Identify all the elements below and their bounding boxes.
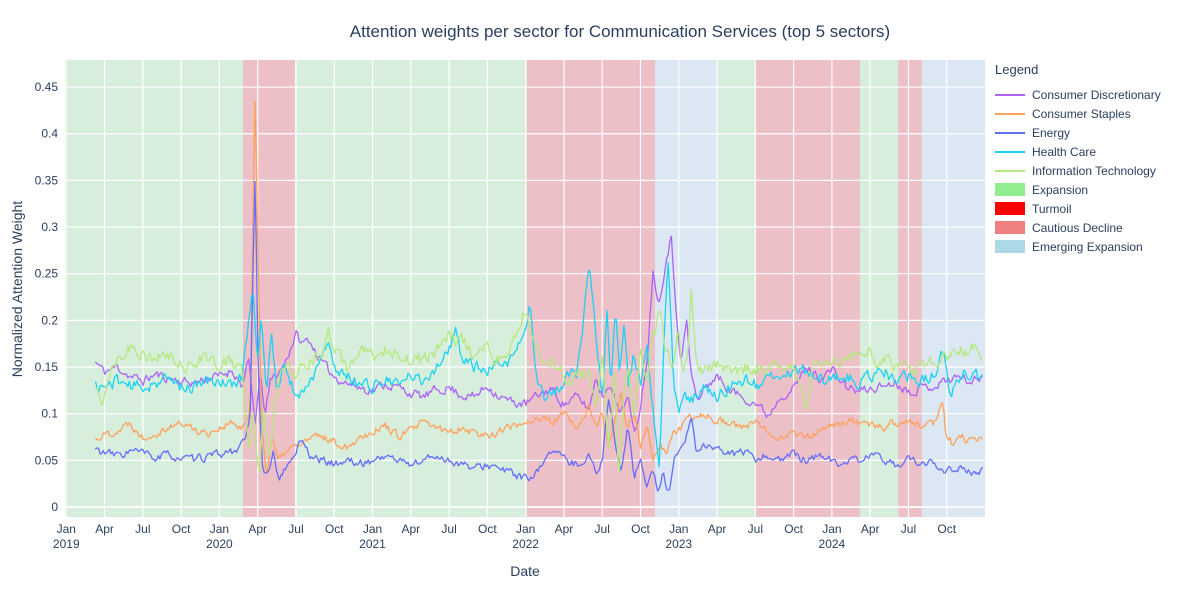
- regime-band-cautious_decline: [898, 60, 922, 517]
- legend-line-swatch: [995, 150, 1025, 153]
- x-tick-label: Jul: [135, 522, 150, 536]
- y-tick-label: 0.2: [41, 313, 58, 327]
- y-axis-title: Normalized Attention Weight: [9, 200, 25, 378]
- x-tick-label: Oct: [325, 522, 344, 536]
- regime-band-expansion: [718, 60, 756, 517]
- y-tick-label: 0.15: [35, 360, 59, 374]
- x-tick-year-label: 2022: [512, 537, 539, 551]
- legend-item-consumer-discretionary[interactable]: Consumer Discretionary: [995, 85, 1161, 104]
- x-tick-label: Apr: [555, 522, 574, 536]
- x-tick-label: Oct: [478, 522, 497, 536]
- legend-item-energy[interactable]: Energy: [995, 123, 1161, 142]
- legend-item-expansion[interactable]: Expansion: [995, 180, 1161, 199]
- legend-item-label: Energy: [1032, 125, 1071, 140]
- x-tick-year-label: 2023: [665, 537, 692, 551]
- regime-band-cautious_decline: [755, 60, 860, 517]
- x-tick-year-label: 2019: [53, 537, 80, 551]
- regime-band-emerging_expansion: [655, 60, 719, 517]
- x-tick-label: Apr: [861, 522, 880, 536]
- x-tick-year-label: 2024: [819, 537, 846, 551]
- y-tick-label: 0.25: [35, 267, 59, 281]
- legend-item-label: Information Technology: [1032, 163, 1156, 178]
- legend-box-swatch: [995, 183, 1025, 196]
- legend-line-swatch: [995, 112, 1025, 115]
- legend-item-consumer-staples[interactable]: Consumer Staples: [995, 104, 1161, 123]
- series-line-information-technology: [94, 288, 983, 475]
- x-tick-label: Jul: [595, 522, 610, 536]
- x-tick-label: Jul: [901, 522, 916, 536]
- x-tick-label: Oct: [784, 522, 803, 536]
- legend-line-swatch: [995, 131, 1025, 134]
- legend-box-swatch: [995, 202, 1025, 215]
- regime-band-emerging_expansion: [921, 60, 985, 517]
- y-tick-label: 0.05: [35, 453, 59, 467]
- x-tick-label: Apr: [401, 522, 420, 536]
- legend-item-label: Consumer Discretionary: [1032, 87, 1161, 102]
- legend-line-swatch: [995, 93, 1025, 96]
- legend-item-information-technology[interactable]: Information Technology: [995, 161, 1161, 180]
- regime-band-cautious_decline: [243, 60, 295, 517]
- legend: Legend Consumer Discretionary Consumer St…: [995, 62, 1161, 256]
- legend-line-swatch: [995, 169, 1025, 172]
- x-tick-label: Jul: [288, 522, 303, 536]
- x-tick-label: Jan: [669, 522, 688, 536]
- y-tick-label: 0.3: [41, 220, 58, 234]
- legend-item-label: Cautious Decline: [1032, 220, 1123, 235]
- legend-title: Legend: [995, 62, 1039, 77]
- x-tick-label: Jan: [516, 522, 535, 536]
- x-tick-label: Jul: [748, 522, 763, 536]
- y-tick-label: 0.1: [41, 407, 58, 421]
- series-line-consumer-staples: [94, 100, 983, 474]
- regime-band-expansion: [859, 60, 899, 517]
- x-tick-label: Jan: [822, 522, 841, 536]
- legend-item-label: Health Care: [1032, 144, 1097, 159]
- y-tick-label: 0.4: [41, 127, 58, 141]
- series-line-health-care: [94, 262, 983, 468]
- legend-box-swatch: [995, 221, 1025, 234]
- x-tick-label: Jan: [210, 522, 229, 536]
- x-tick-label: Jul: [441, 522, 456, 536]
- x-axis-title: Date: [510, 563, 540, 579]
- legend-item-label: Turmoil: [1032, 201, 1072, 216]
- y-tick-label: 0: [51, 500, 58, 514]
- x-tick-label: Apr: [95, 522, 114, 536]
- chart-title: Attention weights per sector for Communi…: [349, 22, 891, 41]
- series-line-energy: [94, 180, 983, 492]
- legend-item-cautious-decline[interactable]: Cautious Decline: [995, 218, 1161, 237]
- x-tick-year-label: 2020: [206, 537, 233, 551]
- regime-band-expansion: [65, 60, 244, 517]
- legend-items: Consumer Discretionary Consumer Staples En…: [995, 85, 1161, 256]
- x-tick-label: Jan: [57, 522, 76, 536]
- legend-item-label: Consumer Staples: [1032, 106, 1131, 121]
- legend-item-label: Emerging Expansion: [1032, 239, 1143, 254]
- x-tick-label: Oct: [172, 522, 191, 536]
- x-tick-label: Jan: [363, 522, 382, 536]
- legend-item-health-care[interactable]: Health Care: [995, 142, 1161, 161]
- x-tick-label: Apr: [248, 522, 267, 536]
- legend-item-emerging-expansion[interactable]: Emerging Expansion: [995, 237, 1161, 256]
- legend-item-turmoil[interactable]: Turmoil: [995, 199, 1161, 218]
- y-tick-label: 0.35: [35, 173, 59, 187]
- legend-item-label: Expansion: [1032, 182, 1089, 197]
- y-tick-label: 0.45: [35, 80, 59, 94]
- legend-box-swatch: [995, 240, 1025, 253]
- x-tick-label: Oct: [631, 522, 650, 536]
- x-tick-label: Oct: [937, 522, 956, 536]
- x-tick-label: Apr: [708, 522, 727, 536]
- x-tick-year-label: 2021: [359, 537, 386, 551]
